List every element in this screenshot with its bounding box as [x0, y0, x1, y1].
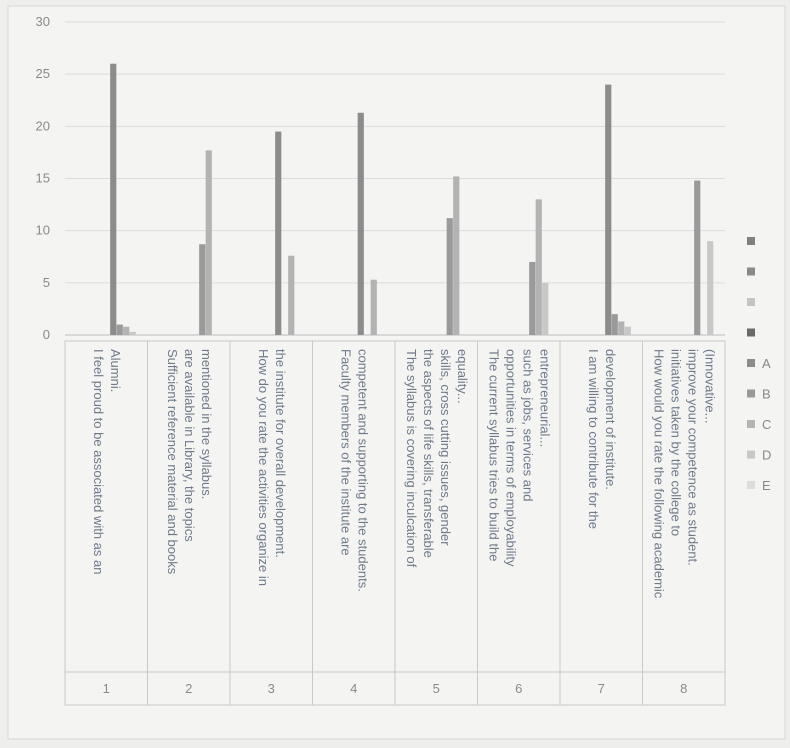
- category-label-line: equality...: [455, 349, 470, 404]
- bar-D-cat7: [624, 326, 631, 335]
- y-tick-label: 30: [36, 14, 50, 29]
- legend-label: D: [762, 448, 771, 463]
- category-label-line: The current syllabus tries to build the: [486, 349, 501, 561]
- category-number: 2: [185, 681, 192, 696]
- legend-label: E: [762, 478, 771, 493]
- bar-C-cat3: [288, 255, 295, 335]
- category-label-line: are available in Library, the topics: [182, 349, 197, 542]
- category-label-line: Alumni.: [108, 349, 123, 392]
- legend-swatch-series1: [747, 267, 755, 276]
- category-label-line: I am willing to contribute for the: [586, 349, 601, 529]
- bar-C-cat1: [123, 326, 130, 335]
- category-label-line: I feel proud to be associated with as an: [91, 349, 106, 574]
- y-tick-label: 20: [36, 118, 50, 133]
- legend-swatch-C: [747, 420, 755, 428]
- bar-C-cat5: [453, 176, 460, 335]
- legend-label: C: [762, 417, 771, 432]
- bar-C-cat6: [535, 199, 542, 335]
- category-label-line: skills, cross cutting issues, gender: [438, 349, 453, 546]
- legend-label: A: [762, 356, 771, 371]
- category-number: 8: [680, 681, 687, 696]
- category-label-line: How do you rate the activities organize …: [256, 349, 271, 586]
- category-label-line: The syllabus is covering inculcation of: [404, 349, 419, 568]
- category-label-line: the aspects of life skills, transferable: [421, 349, 436, 558]
- category-label-line: development of institute.: [603, 349, 618, 490]
- legend-swatch-series3: [747, 328, 755, 337]
- chart-background: [7, 5, 786, 740]
- bar-D-cat8: [707, 241, 714, 335]
- category-label-1: I feel proud to be associated with as an…: [91, 349, 123, 574]
- bar-B-cat6: [529, 261, 536, 335]
- bar-B-cat2: [199, 244, 206, 335]
- legend-swatch-series0: [747, 237, 755, 245]
- y-tick-label: 10: [36, 223, 50, 238]
- category-label-6: The current syllabus tries to build the o…: [486, 349, 552, 567]
- bar-A-cat3: [275, 131, 282, 335]
- category-label-2: Sufficient reference material and books a…: [165, 349, 214, 575]
- legend-swatch-D: [747, 450, 755, 459]
- bar-A-cat4: [357, 112, 364, 336]
- category-number: 6: [515, 681, 522, 696]
- category-label-line: mentioned in the syllabus.: [199, 349, 214, 499]
- category-label-5: The syllabus is covering inculcation of t…: [404, 349, 470, 568]
- bar-B-cat5: [446, 218, 453, 335]
- category-label-8: How would you rate the following academi…: [651, 349, 717, 599]
- category-label-line: entrepreneurial...: [537, 349, 552, 447]
- category-label-line: Faculty members of the institute are: [338, 349, 353, 556]
- category-number: 7: [598, 681, 605, 696]
- bar-B-cat1: [116, 324, 123, 335]
- legend-swatch-A: [747, 359, 755, 367]
- category-number: 5: [433, 681, 440, 696]
- legend-swatch-series2: [747, 298, 755, 306]
- bar-A-cat7: [605, 84, 612, 335]
- category-label-7: I am willing to contribute for the develo…: [586, 349, 618, 529]
- legend-swatch-B: [747, 389, 755, 398]
- category-number: 1: [103, 681, 110, 696]
- y-tick-label: 0: [43, 327, 50, 342]
- category-number: 3: [268, 681, 275, 696]
- y-tick-label: 5: [43, 275, 50, 290]
- category-label-line: How would you rate the following academi…: [651, 349, 666, 599]
- bar-D-cat1: [129, 331, 136, 335]
- category-label-line: such as jobs, services and: [520, 349, 535, 501]
- bar-C-cat2: [205, 150, 212, 335]
- category-label-line: the institute for overall development.: [273, 349, 288, 558]
- category-label-line: opportunities in terms of employability: [503, 349, 518, 567]
- y-tick-label: 15: [36, 171, 50, 186]
- bar-C-cat7: [618, 321, 625, 335]
- category-label-line: initiatives taken by the college to: [668, 349, 683, 536]
- category-label-line: competent and supporting to the students…: [355, 349, 370, 592]
- category-label-3: How do you rate the activities organize …: [256, 349, 288, 586]
- bar-B-cat7: [611, 314, 618, 335]
- y-tick-label: 25: [36, 66, 50, 81]
- category-number: 4: [350, 681, 357, 696]
- category-label-line: Sufficient reference material and books: [165, 349, 180, 575]
- category-label-4: Faculty members of the institute are comp…: [338, 349, 370, 592]
- bar-B-cat8: [694, 180, 701, 335]
- legend-swatch-E: [747, 481, 755, 489]
- bar-D-cat6: [542, 282, 549, 335]
- category-label-line: (Innovative...: [702, 349, 717, 423]
- bar-A-cat1: [110, 63, 117, 335]
- bar-C-cat4: [370, 279, 377, 335]
- legend-label: B: [762, 387, 771, 402]
- category-label-line: improve your competence as student.: [685, 349, 700, 566]
